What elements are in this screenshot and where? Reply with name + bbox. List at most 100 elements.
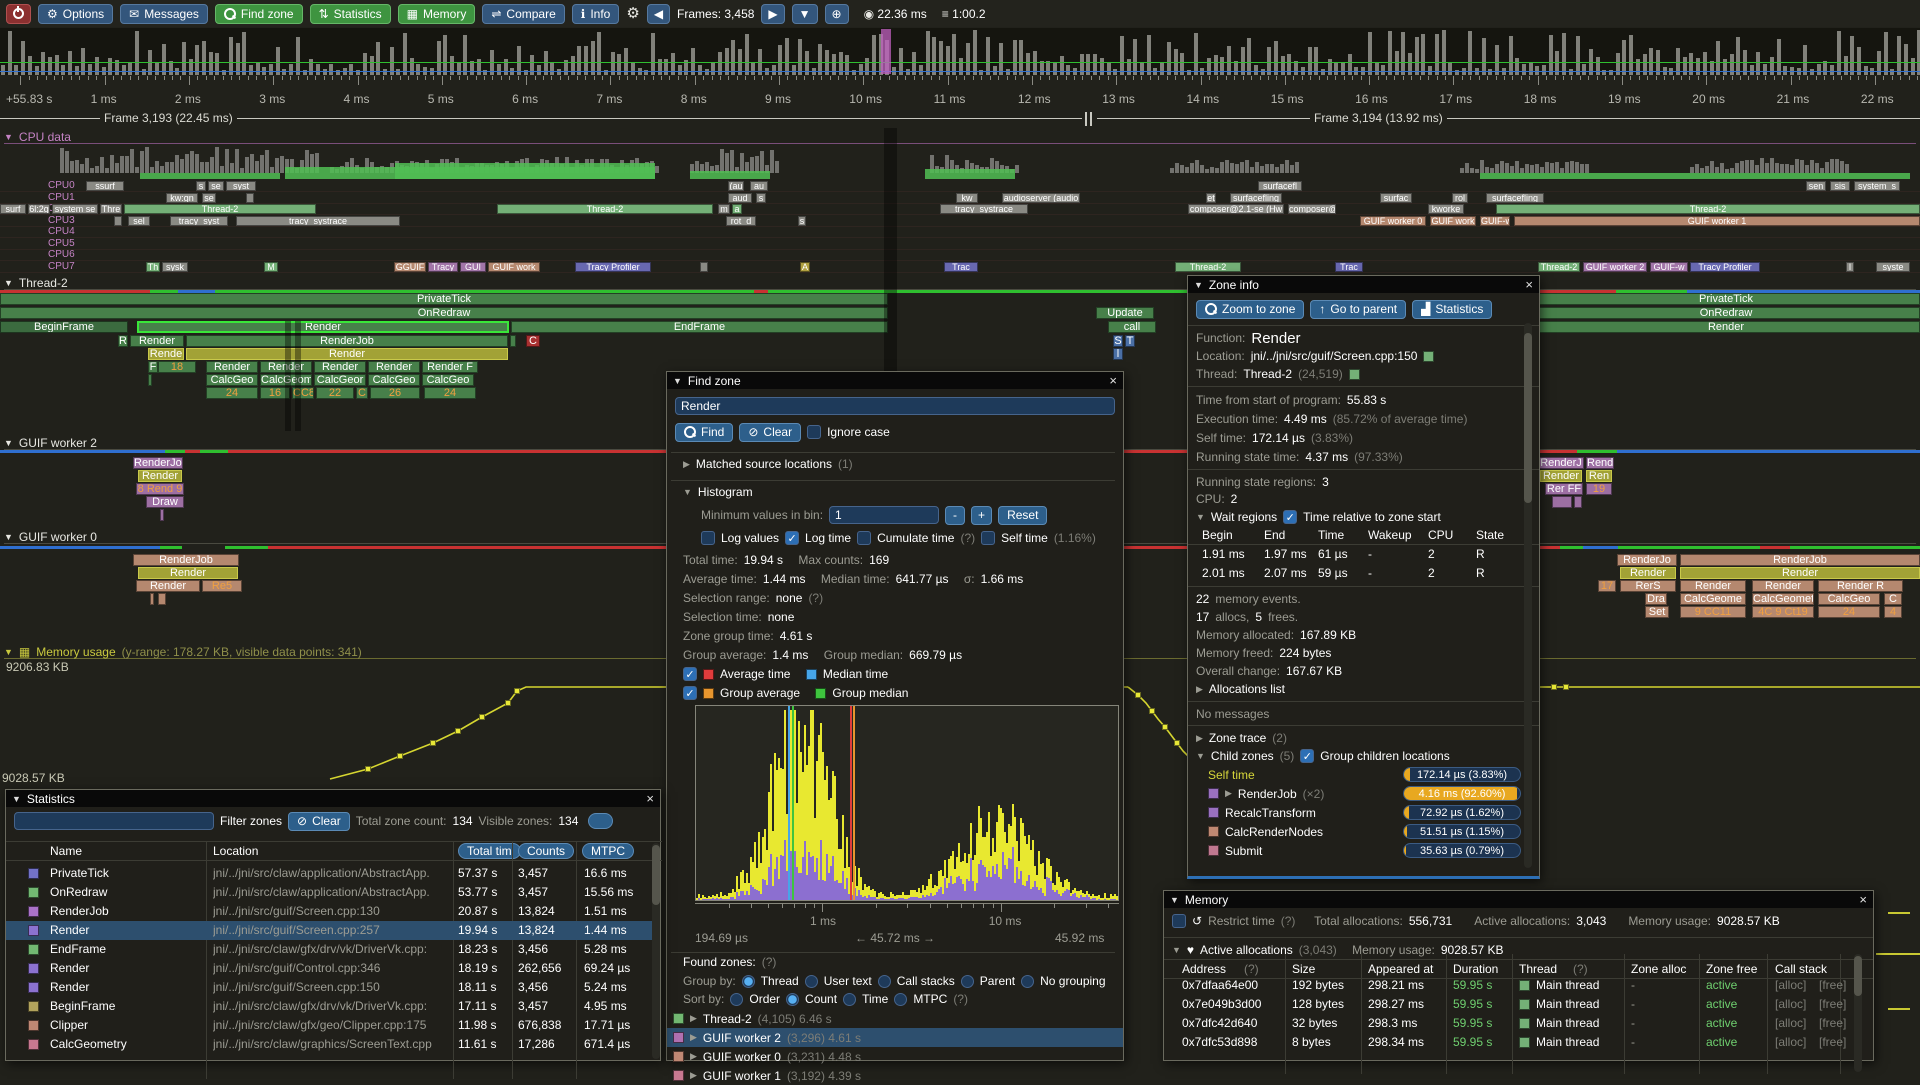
child-time-bar[interactable]: 172.14 µs (3.83%) <box>1403 767 1521 782</box>
sort-by-radio-mtpc[interactable] <box>894 993 907 1006</box>
cpu-zone-chip[interactable]: Trac <box>1335 262 1363 272</box>
memory-plot-marker[interactable] <box>1564 685 1569 690</box>
cpu-zone-chip[interactable]: syst <box>226 181 256 191</box>
zone-chip[interactable]: BeginFrame <box>0 321 128 333</box>
zone-chip[interactable]: 19 <box>1586 483 1612 495</box>
cpu-zone-chip[interactable]: audioserver (audio <box>1002 193 1080 203</box>
cpu-zone-chip[interactable]: GGUIF <box>394 262 426 272</box>
group-by-radio-user-text[interactable] <box>805 975 818 988</box>
memory-plot-marker[interactable] <box>398 754 403 759</box>
zone-chip[interactable]: Rende <box>148 348 184 360</box>
collapse-icon[interactable]: ▼ <box>1170 895 1179 905</box>
zone-chip[interactable]: 9 CC11 <box>1680 606 1746 618</box>
cpu-zone-chip[interactable]: M <box>264 262 278 272</box>
col-counts-button[interactable]: Counts <box>518 843 574 859</box>
zone-chip[interactable]: CalcGeome <box>1680 593 1746 605</box>
memory-scroll-thumb[interactable] <box>1854 956 1862 996</box>
zone-chip[interactable]: Render <box>1620 567 1676 579</box>
collapse-icon[interactable]: ▼ <box>4 278 13 288</box>
zone-chip[interactable]: R <box>118 335 128 347</box>
color-swatch[interactable] <box>1349 369 1360 380</box>
cpu-zone-chip[interactable]: sen <box>1806 181 1826 191</box>
cpu-zone-chip[interactable]: Tracy Profiler <box>1690 262 1760 272</box>
goto-frame-button[interactable]: ⊕ <box>825 4 849 24</box>
zone-chip[interactable]: C <box>526 335 540 347</box>
memory-titlebar[interactable]: ▼ Memory × <box>1164 891 1873 908</box>
cpu-zone-chip[interactable]: surfacefling <box>1230 193 1282 203</box>
zone-chip[interactable]: Render <box>1680 580 1746 592</box>
cpu-zone-chip[interactable]: GUI <box>460 262 486 272</box>
alloc-callstack[interactable]: [alloc] <box>1775 978 1806 992</box>
restrict-time-checkbox[interactable] <box>1172 914 1186 928</box>
zone-chip[interactable]: CalcGeomet <box>1752 593 1814 605</box>
found-zone-group[interactable]: ▶Thread-2(4,105) 6.46 s <box>667 1009 1123 1028</box>
cpu-zone-chip[interactable]: Thread-2 <box>497 204 713 214</box>
cpu-zone-chip[interactable]: m <box>718 204 730 214</box>
find-zone-query-input[interactable] <box>675 397 1115 415</box>
zone-chip[interactable]: 26 <box>370 387 420 399</box>
checkbox-self-time[interactable] <box>981 531 995 545</box>
checkbox-log-values[interactable] <box>701 531 715 545</box>
memory-plot-marker[interactable] <box>456 729 461 734</box>
zone-chip[interactable]: PrivateTick <box>1532 293 1920 305</box>
cpu-zone-chip[interactable]: tracy_syst <box>170 216 228 226</box>
zone-chip[interactable]: EndFrame <box>511 321 888 333</box>
zone-chip[interactable]: Render F <box>422 361 478 373</box>
frame-label[interactable]: Frame 3,193 (22.45 ms) <box>100 111 237 125</box>
clipped-button[interactable] <box>588 813 613 829</box>
zone-chip[interactable]: Rend <box>1586 457 1614 469</box>
tree-toggle-icon[interactable]: ▶ <box>683 459 690 470</box>
ignore-case-checkbox[interactable] <box>807 425 821 439</box>
memory-plot-marker[interactable] <box>366 767 371 772</box>
alloc-callstack[interactable]: [alloc] <box>1775 1016 1806 1030</box>
cpu-zone-chip[interactable]: GUIF work <box>488 262 540 272</box>
zone-chip[interactable] <box>510 335 516 347</box>
zone-chip[interactable]: Dra <box>1645 593 1667 605</box>
cpu-zone-chip[interactable]: GUIF-w <box>1480 216 1510 226</box>
compare-button[interactable]: ⇌Compare <box>482 4 564 24</box>
cpu-zone-chip[interactable]: (au <box>728 181 744 191</box>
cpu-zone-chip[interactable]: ssurf <box>86 181 124 191</box>
color-swatch[interactable] <box>703 669 714 680</box>
tree-toggle-icon[interactable]: ▶ <box>1196 733 1203 744</box>
cpu-zone-chip[interactable]: composer@ <box>1288 204 1336 214</box>
histogram-plot[interactable] <box>695 705 1119 901</box>
cpu-zone-chip[interactable]: au <box>750 181 768 191</box>
cpu-zone-chip[interactable]: system_s <box>1854 181 1900 191</box>
checkbox[interactable]: ✓ <box>683 686 697 700</box>
cpu-zone-chip[interactable]: Th <box>146 262 160 272</box>
find-zone-titlebar[interactable]: ▼ Find zone × <box>667 372 1123 389</box>
child-zone-row[interactable]: ▶RenderJob(×2)4.16 ms (92.60%) <box>1188 784 1539 803</box>
zone-chip[interactable]: 18 <box>158 361 196 373</box>
cpu-zone-chip[interactable] <box>114 216 122 226</box>
filter-input[interactable] <box>14 812 214 830</box>
zone-chip[interactable]: RenderJo <box>1617 554 1677 566</box>
collapse-icon[interactable]: ▼ <box>4 438 13 448</box>
cpu-zone-chip[interactable] <box>700 262 708 272</box>
find-zone-button[interactable]: Find zone <box>215 4 303 24</box>
close-icon[interactable]: × <box>646 792 654 805</box>
cpu-zone-chip[interactable]: se <box>202 193 216 203</box>
col-mtpc-button[interactable]: MTPC <box>582 843 634 859</box>
frame-dropdown-button[interactable]: ▼ <box>792 4 818 24</box>
zone-info-scroll-thumb[interactable] <box>1524 333 1532 503</box>
tree-toggle-icon[interactable]: ▼ <box>1172 945 1181 955</box>
statistics-button[interactable]: ▟Statistics <box>1412 300 1492 319</box>
collapse-icon[interactable]: ▼ <box>1194 280 1203 290</box>
cpu-zone-chip[interactable]: Tracy Profiler <box>575 262 651 272</box>
cpu-zone-chip[interactable]: surf <box>0 204 26 214</box>
cpu-zone-chip[interactable]: system se <box>52 204 98 214</box>
cpu-zone-chip[interactable]: Trac <box>944 262 978 272</box>
zone-chip[interactable]: CalcGeo <box>368 374 420 386</box>
close-icon[interactable]: × <box>1859 893 1867 906</box>
zone-chip[interactable]: F <box>148 361 158 373</box>
